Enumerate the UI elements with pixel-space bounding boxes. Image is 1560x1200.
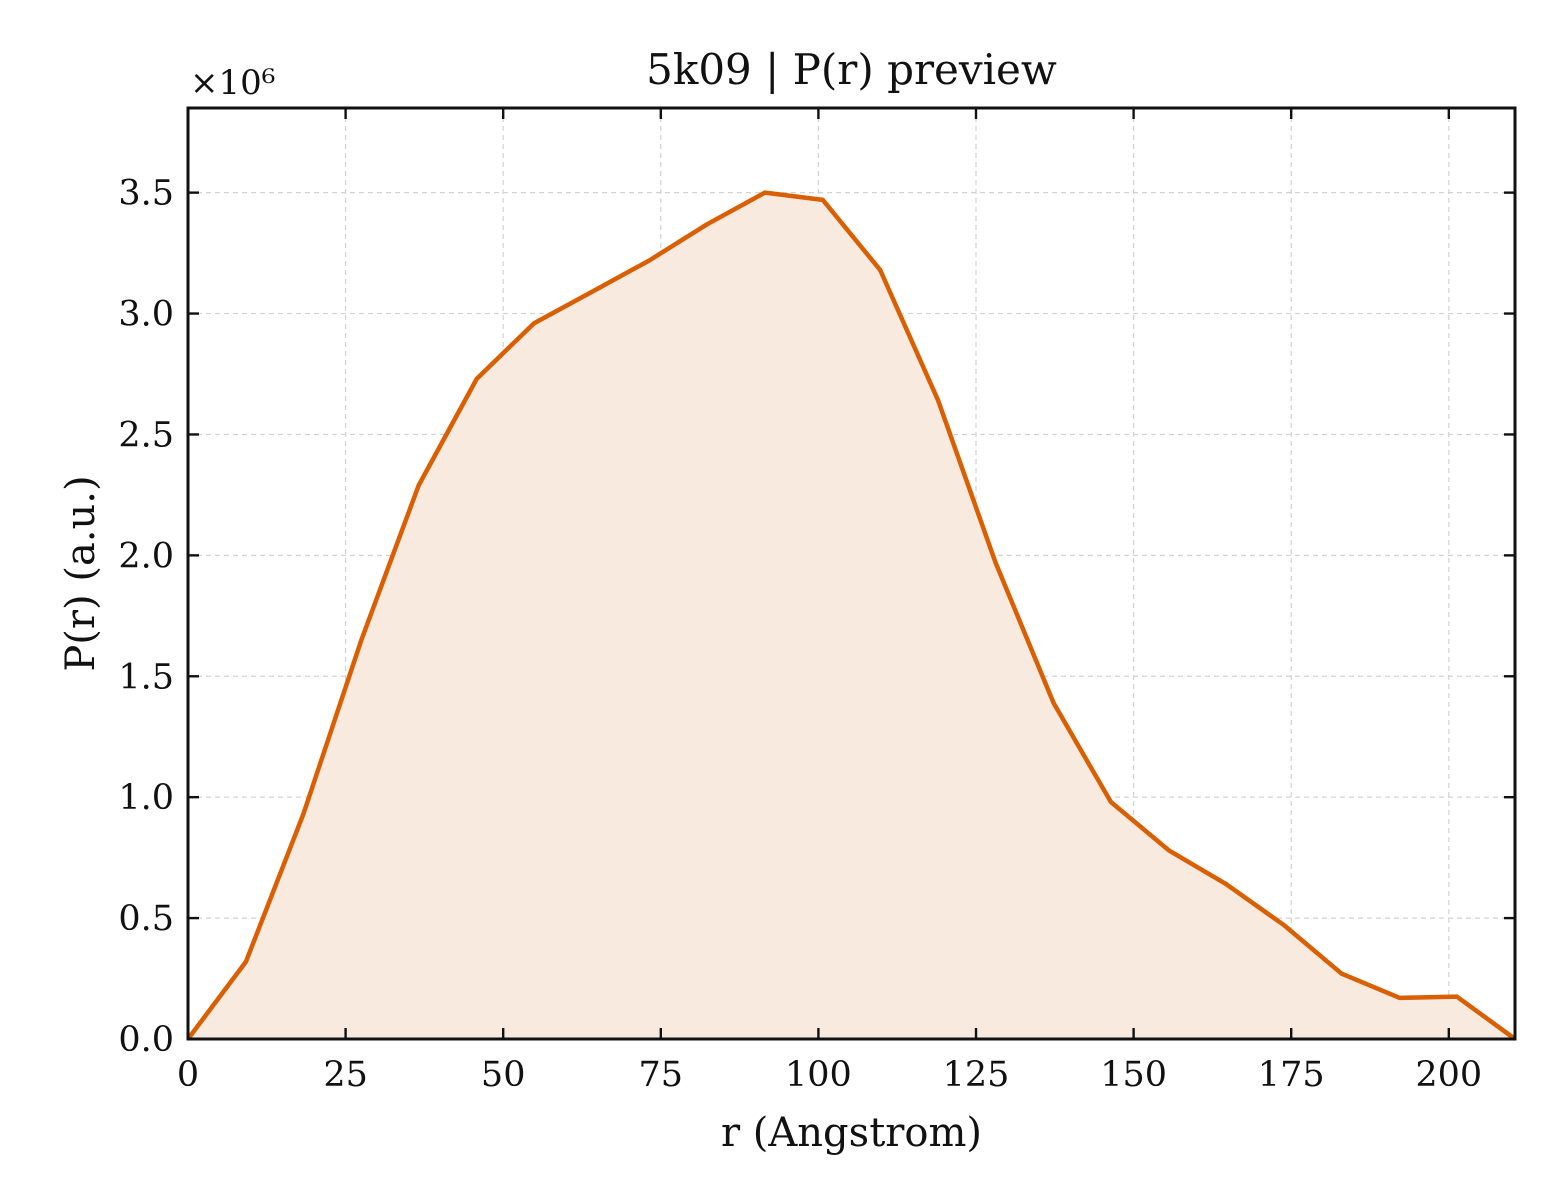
y-tick-label: 1.0	[118, 778, 174, 818]
pr-curve-line	[186, 190, 1517, 1041]
x-tick-label: 25	[323, 1055, 368, 1095]
y-tick-label: 0.5	[118, 899, 174, 939]
y-axis-title: P(r) (a.u.)	[58, 475, 104, 671]
x-tick-label: 0	[177, 1055, 199, 1095]
chart-title: 5k09 | P(r) preview	[646, 45, 1057, 94]
area-fill	[188, 192, 1515, 1039]
x-tick-label: 200	[1415, 1055, 1482, 1095]
plot-frame	[186, 106, 1517, 1041]
y-tick-label: 1.5	[118, 657, 174, 697]
y-tick-label: 0.0	[118, 1020, 174, 1060]
x-tick-label: 150	[1100, 1055, 1167, 1095]
y-tick-label: 2.0	[118, 536, 174, 576]
y-tick-label: 3.5	[118, 174, 174, 214]
x-axis-title: r (Angstrom)	[721, 1110, 982, 1156]
x-tick-label: 175	[1258, 1055, 1325, 1095]
x-tick-label: 50	[481, 1055, 526, 1095]
y-tick-label: 3.0	[118, 295, 174, 335]
x-tick-label: 100	[785, 1055, 852, 1095]
y-tick-label: 2.5	[118, 415, 174, 455]
x-tick-label: 125	[943, 1055, 1010, 1095]
y-axis-scale-label: ×10⁶	[190, 63, 275, 103]
axis-ticks: 0 25 50 75 100 125 150 175 200 0.0 0.5 1.0 1.5 2.0 2.5…	[118, 108, 1515, 1095]
x-tick-label: 75	[639, 1055, 684, 1095]
